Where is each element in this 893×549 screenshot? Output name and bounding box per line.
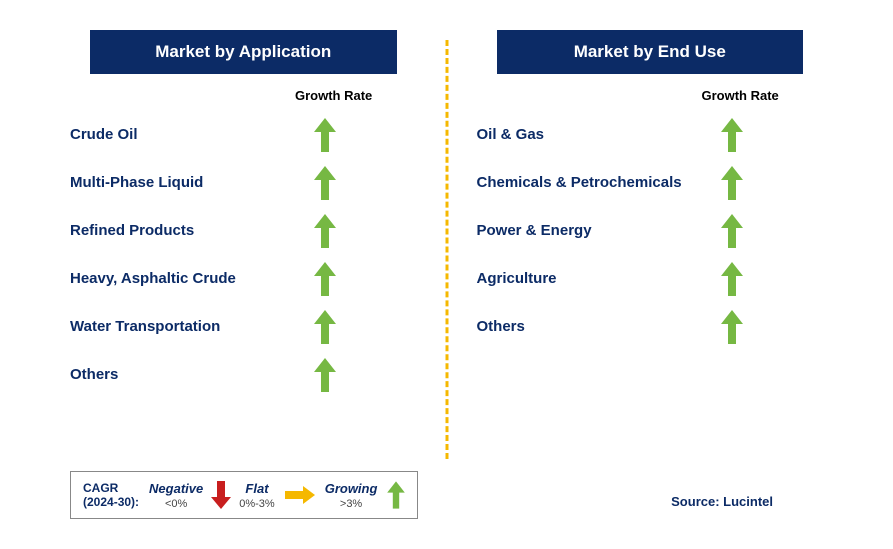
arrow-up-icon — [697, 214, 767, 248]
legend-box: CAGR (2024-30): Negative <0% Flat 0%-3% … — [70, 471, 418, 519]
row-label: Others — [70, 366, 290, 384]
legend-negative-range: <0% — [165, 498, 187, 510]
data-row: Refined Products — [70, 207, 417, 255]
arrow-down-icon — [213, 481, 229, 509]
arrow-up-icon — [290, 118, 360, 152]
left-header: Market by Application — [90, 30, 397, 74]
data-row: Water Transportation — [70, 303, 417, 351]
row-label: Heavy, Asphaltic Crude — [70, 270, 290, 288]
data-row: Heavy, Asphaltic Crude — [70, 255, 417, 303]
row-label: Crude Oil — [70, 126, 290, 144]
legend-flat-range: 0%-3% — [239, 498, 274, 510]
arrow-up-icon — [290, 166, 360, 200]
row-label: Refined Products — [70, 222, 290, 240]
legend-cagr: CAGR (2024-30): — [83, 481, 139, 510]
right-growth-label: Growth Rate — [702, 88, 824, 103]
arrow-up-icon — [697, 118, 767, 152]
legend-flat: Flat 0%-3% — [239, 481, 274, 510]
legend-negative-label: Negative — [149, 481, 203, 496]
right-column: Market by End Use Growth Rate Oil & Gas C… — [447, 30, 854, 399]
data-row: Crude Oil — [70, 111, 417, 159]
row-label: Chemicals & Petrochemicals — [477, 174, 697, 192]
columns-container: Market by Application Growth Rate Crude … — [40, 30, 853, 399]
data-row: Agriculture — [477, 255, 824, 303]
arrow-up-icon — [697, 166, 767, 200]
row-label: Multi-Phase Liquid — [70, 174, 290, 192]
row-label: Others — [477, 318, 697, 336]
legend-growing: Growing >3% — [325, 481, 378, 510]
data-row: Multi-Phase Liquid — [70, 159, 417, 207]
data-row: Others — [477, 303, 824, 351]
source-text: Source: Lucintel — [671, 494, 773, 509]
cagr-line2: (2024-30): — [83, 495, 139, 509]
arrow-up-icon — [290, 262, 360, 296]
left-rows: Crude Oil Multi-Phase Liquid Refined Produ… — [70, 111, 417, 399]
right-rows: Oil & Gas Chemicals & Petrochemicals Power… — [477, 111, 824, 351]
arrow-up-icon — [290, 358, 360, 392]
row-label: Power & Energy — [477, 222, 697, 240]
data-row: Oil & Gas — [477, 111, 824, 159]
arrow-up-icon — [697, 310, 767, 344]
left-column: Market by Application Growth Rate Crude … — [40, 30, 447, 399]
data-row: Chemicals & Petrochemicals — [477, 159, 824, 207]
vertical-divider — [445, 40, 448, 459]
right-header: Market by End Use — [497, 30, 804, 74]
arrow-up-icon — [697, 262, 767, 296]
row-label: Water Transportation — [70, 318, 290, 336]
arrow-up-icon — [290, 310, 360, 344]
arrow-up-icon — [290, 214, 360, 248]
legend-growing-range: >3% — [340, 498, 362, 510]
legend-negative: Negative <0% — [149, 481, 203, 510]
arrow-up-icon — [387, 478, 405, 512]
arrow-right-icon — [285, 486, 315, 504]
left-growth-label: Growth Rate — [295, 88, 417, 103]
row-label: Oil & Gas — [477, 126, 697, 144]
data-row: Power & Energy — [477, 207, 824, 255]
data-row: Others — [70, 351, 417, 399]
legend-flat-label: Flat — [245, 481, 268, 496]
legend-growing-label: Growing — [325, 481, 378, 496]
cagr-line1: CAGR — [83, 481, 139, 495]
row-label: Agriculture — [477, 270, 697, 288]
